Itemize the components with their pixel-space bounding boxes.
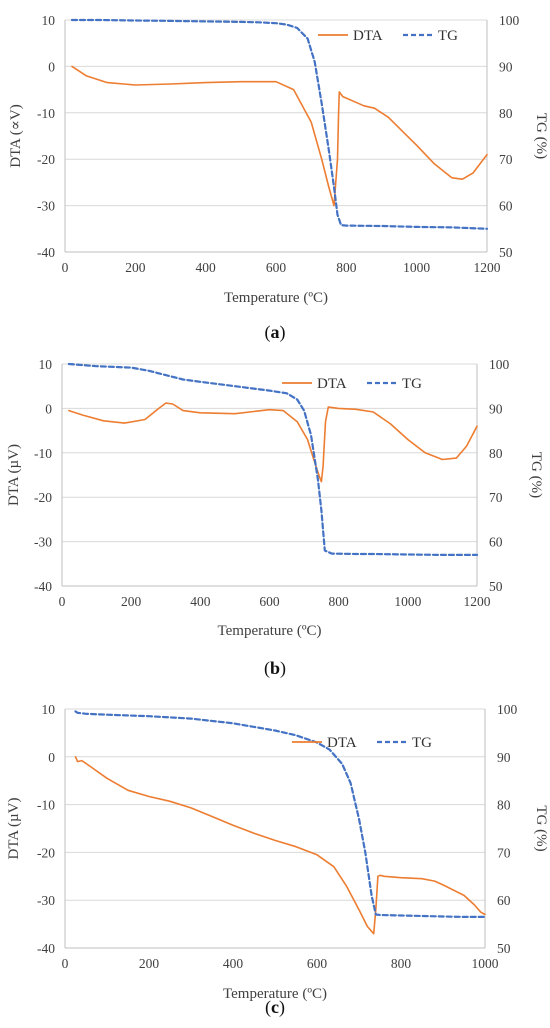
y2-tick-label: 100 [497,702,518,717]
legend-label-dta: DTA [327,735,357,751]
y-axis-title: DTA (∝V) [8,104,24,168]
chart-panel-c: 0 200 400 600 800 1000 -40 -30 -20 -10 0 10 50 60 70 80… [0,685,550,1028]
legend-label-tg: TG [402,376,422,392]
y-tick-label: -10 [34,446,52,461]
series-line-dta [74,756,486,935]
series-line-tg [74,710,487,918]
series-line-dta [71,65,488,207]
x-axis-title: Temperature (ºC) [218,623,322,639]
x-tick-label: 800 [391,956,412,971]
x-tick-label: 200 [125,260,146,275]
y-tick-label: -10 [37,106,55,121]
y-tick-label: -20 [37,152,55,167]
y-tick-label: -30 [37,893,55,908]
x-tick-label: 200 [139,956,160,971]
x-tick-label: 200 [121,594,142,609]
y2-tick-label: 90 [497,750,511,765]
caption-b: (b) [263,658,286,678]
x-tick-label: 0 [62,260,69,275]
y-tick-label: -20 [37,845,55,860]
legend-label-dta: DTA [353,28,383,44]
x-tick-label: 400 [190,594,211,609]
series-line-dta [68,402,478,483]
x-tick-label: 0 [59,594,66,609]
chart-panel-b: 0 200 400 600 800 1000 1200 -40 -30 -20 -10 0 10 50 60… [0,350,550,690]
x-tick-label: 1000 [472,956,499,971]
y2-tick-label: 50 [497,941,511,956]
y-tick-label: 10 [42,702,56,717]
y-tick-label: -40 [34,579,52,594]
x-tick-label: 800 [336,260,357,275]
y-axis-title: DTA (µV) [6,444,22,506]
x-tick-label: 0 [62,956,69,971]
y2-tick-label: 60 [497,893,511,908]
x-tick-label: 1000 [394,594,421,609]
y2-tick-label: 70 [489,490,503,505]
y2-axis-title: TG (%) [533,805,549,851]
y2-axis-title: TG (%) [528,452,544,498]
series-line-tg [67,362,479,556]
x-tick-label: 400 [223,956,244,971]
x-tick-label: 1200 [464,594,491,609]
y2-tick-label: 50 [489,579,503,594]
y2-tick-label: 50 [499,245,513,260]
y-tick-label: -40 [37,245,55,260]
y2-tick-label: 60 [499,199,513,214]
series-line-tg [70,18,489,230]
x-tick-label: 800 [329,594,350,609]
legend-label-tg: TG [412,735,432,751]
x-tick-label: 600 [307,956,328,971]
chart-b: 0 200 400 600 800 1000 1200 -40 -30 -20 -10 0 10 50 60… [6,357,544,639]
chart-c: 0 200 400 600 800 1000 -40 -30 -20 -10 0 10 50 60 70 80… [6,702,549,1002]
y-tick-label: -30 [34,535,52,550]
y2-axis-title: TG (%) [533,113,549,159]
y-tick-label: 0 [48,750,55,765]
x-tick-label: 1000 [403,260,430,275]
y2-tick-label: 80 [497,798,511,813]
x-axis-title: Temperature (ºC) [224,290,328,306]
y-tick-label: 0 [48,59,55,74]
y-axis-title: DTA (µV) [6,797,22,859]
chart-a: 0 200 400 600 800 1000 1200 -40 -30 -20 -10 0 10 50 60… [8,13,549,306]
x-tick-label: 600 [266,260,287,275]
y2-tick-label: 90 [489,401,503,416]
y-tick-label: 10 [39,357,53,372]
y2-tick-label: 100 [499,13,520,28]
y2-tick-label: 90 [499,59,513,74]
y2-tick-label: 80 [489,446,503,461]
y2-tick-label: 100 [489,357,510,372]
y-tick-label: 0 [45,401,52,416]
y-tick-label: 10 [42,13,56,28]
x-tick-label: 1200 [474,260,501,275]
y2-tick-label: 70 [497,845,511,860]
x-tick-label: 400 [196,260,217,275]
y2-tick-label: 80 [499,106,513,121]
y-tick-label: -10 [37,798,55,813]
caption-c: (c) [265,997,285,1017]
y-tick-label: -20 [34,490,52,505]
legend-label-dta: DTA [317,376,347,392]
x-axis-title: Temperature (ºC) [223,986,327,1002]
chart-panel-a: 0 200 400 600 800 1000 1200 -40 -30 -20 -10 0 10 50 60… [0,0,550,350]
y2-tick-label: 60 [489,535,503,550]
y-tick-label: -30 [37,199,55,214]
caption-a: (a) [264,322,286,342]
legend-label-tg: TG [438,28,458,44]
y-tick-label: -40 [37,941,55,956]
x-tick-label: 600 [259,594,280,609]
y2-tick-label: 70 [499,152,513,167]
